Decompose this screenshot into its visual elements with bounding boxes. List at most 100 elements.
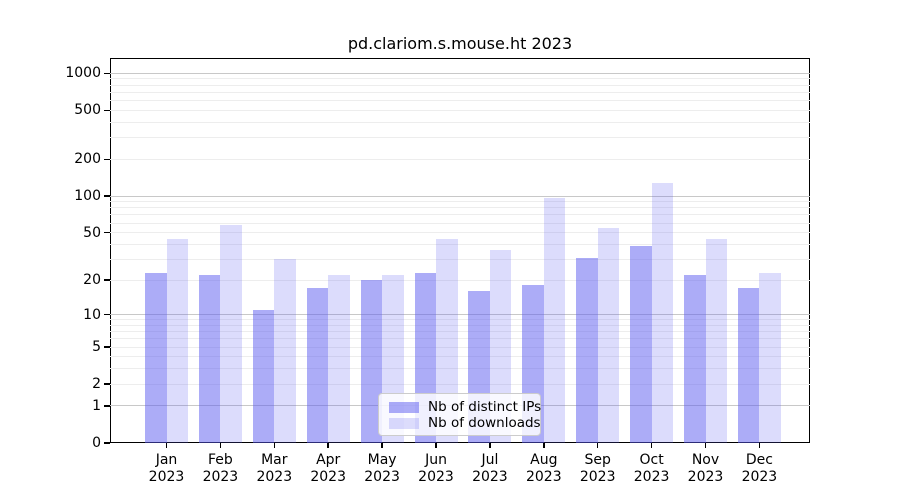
y-tick-mark xyxy=(104,405,110,407)
x-tick-mark xyxy=(219,443,222,448)
y-tick-mark xyxy=(104,231,110,234)
bar-downloads-feb xyxy=(220,224,242,443)
minor-gridline xyxy=(110,214,810,216)
x-tick-label: Dec 2023 xyxy=(741,452,778,485)
bar-ips-jan xyxy=(145,272,167,443)
minor-gridline xyxy=(110,346,810,348)
minor-gridline xyxy=(110,137,810,139)
minor-gridline xyxy=(110,279,810,281)
major-gridline xyxy=(110,195,810,197)
minor-gridline xyxy=(110,84,810,86)
bar-ips-sep xyxy=(576,257,598,443)
y-tick-label: 0 xyxy=(92,435,101,451)
minor-gridline xyxy=(110,368,810,370)
y-tick-label: 100 xyxy=(74,188,101,205)
bar-downloads-sep xyxy=(597,227,620,443)
y-tick-mark xyxy=(104,72,110,75)
bar-ips-oct xyxy=(630,245,652,443)
bar-ips-may xyxy=(360,280,383,443)
y-tick-mark xyxy=(104,109,110,112)
major-gridline xyxy=(110,72,810,74)
minor-gridline xyxy=(110,243,810,245)
bar-ips-mar xyxy=(252,310,275,443)
bar-downloads-nov xyxy=(705,239,727,443)
minor-gridline xyxy=(110,109,810,111)
x-tick-label: Jul 2023 xyxy=(472,452,508,485)
bar-downloads-apr xyxy=(328,275,350,443)
x-tick-label: Nov 2023 xyxy=(687,452,724,485)
bar-downloads-aug xyxy=(543,197,566,443)
x-tick-label: Jun 2023 xyxy=(418,452,454,485)
y-tick-label: 2 xyxy=(92,376,101,393)
bar-ips-dec xyxy=(737,288,760,443)
y-tick-label: 1000 xyxy=(65,65,101,82)
x-tick-mark xyxy=(273,443,276,448)
minor-gridline xyxy=(110,207,810,209)
x-tick-label: Feb 2023 xyxy=(202,452,239,485)
y-tick-label: 50 xyxy=(83,224,101,241)
x-tick-label: Sep 2023 xyxy=(579,452,616,485)
y-tick-mark xyxy=(104,313,110,316)
minor-gridline xyxy=(110,201,810,203)
y-tick-label: 200 xyxy=(74,151,101,168)
y-tick-label: 500 xyxy=(74,102,101,119)
x-tick-label: Aug 2023 xyxy=(525,452,562,485)
chart-title: pd.clariom.s.mouse.ht 2023 xyxy=(347,34,573,53)
x-tick-mark xyxy=(543,443,545,448)
y-tick-mark xyxy=(104,383,110,385)
major-gridline xyxy=(110,314,810,316)
y-tick-label: 20 xyxy=(83,272,101,289)
bar-downloads-oct xyxy=(651,182,674,443)
legend-label-distinct-ips: Nb of distinct IPs xyxy=(428,399,542,415)
x-tick-label: Jan 2023 xyxy=(148,452,185,485)
bar-downloads-jan xyxy=(166,239,188,443)
bar-downloads-jun xyxy=(436,239,458,443)
y-tick-label: 1 xyxy=(92,397,101,414)
x-tick-mark xyxy=(489,443,491,448)
minor-gridline xyxy=(110,222,810,224)
legend-swatch-downloads xyxy=(389,417,419,429)
y-tick-label: 5 xyxy=(92,339,101,356)
y-tick-mark xyxy=(104,195,110,197)
minor-gridline xyxy=(110,78,810,80)
y-tick-mark xyxy=(104,279,110,281)
legend-swatch-distinct-ips xyxy=(389,401,419,413)
x-tick-mark xyxy=(435,443,437,448)
legend-item-downloads: Nb of downloads xyxy=(389,415,541,431)
minor-gridline xyxy=(110,258,810,260)
x-tick-label: May 2023 xyxy=(364,452,400,485)
legend-label-downloads: Nb of downloads xyxy=(428,415,541,431)
minor-gridline xyxy=(110,331,810,333)
x-tick-mark xyxy=(327,443,329,448)
minor-gridline xyxy=(110,338,810,340)
minor-gridline xyxy=(110,319,810,321)
y-tick-mark xyxy=(104,158,110,160)
y-tick-label: 10 xyxy=(83,306,101,323)
x-tick-label: Oct 2023 xyxy=(633,452,670,485)
x-tick-label: Apr 2023 xyxy=(310,452,346,485)
minor-gridline xyxy=(110,91,810,93)
bar-downloads-dec xyxy=(759,272,781,443)
y-tick-mark xyxy=(104,442,110,444)
minor-gridline xyxy=(110,158,810,160)
bar-ips-nov xyxy=(684,275,706,443)
x-tick-mark xyxy=(650,443,653,448)
x-tick-mark xyxy=(596,443,599,448)
minor-gridline xyxy=(110,356,810,358)
x-tick-mark xyxy=(381,443,383,448)
y-tick-mark xyxy=(104,346,110,348)
x-tick-mark xyxy=(758,443,761,448)
bar-downloads-mar xyxy=(274,259,296,443)
minor-gridline xyxy=(110,100,810,102)
bar-ips-feb xyxy=(198,275,221,443)
x-tick-label: Mar 2023 xyxy=(256,452,293,485)
x-tick-mark xyxy=(165,443,168,448)
minor-gridline xyxy=(110,383,810,385)
legend-item-distinct-ips: Nb of distinct IPs xyxy=(389,399,541,415)
minor-gridline xyxy=(110,121,810,123)
x-tick-mark xyxy=(704,443,707,448)
minor-gridline xyxy=(110,232,810,234)
minor-gridline xyxy=(110,324,810,326)
bar-ips-apr xyxy=(306,288,329,443)
